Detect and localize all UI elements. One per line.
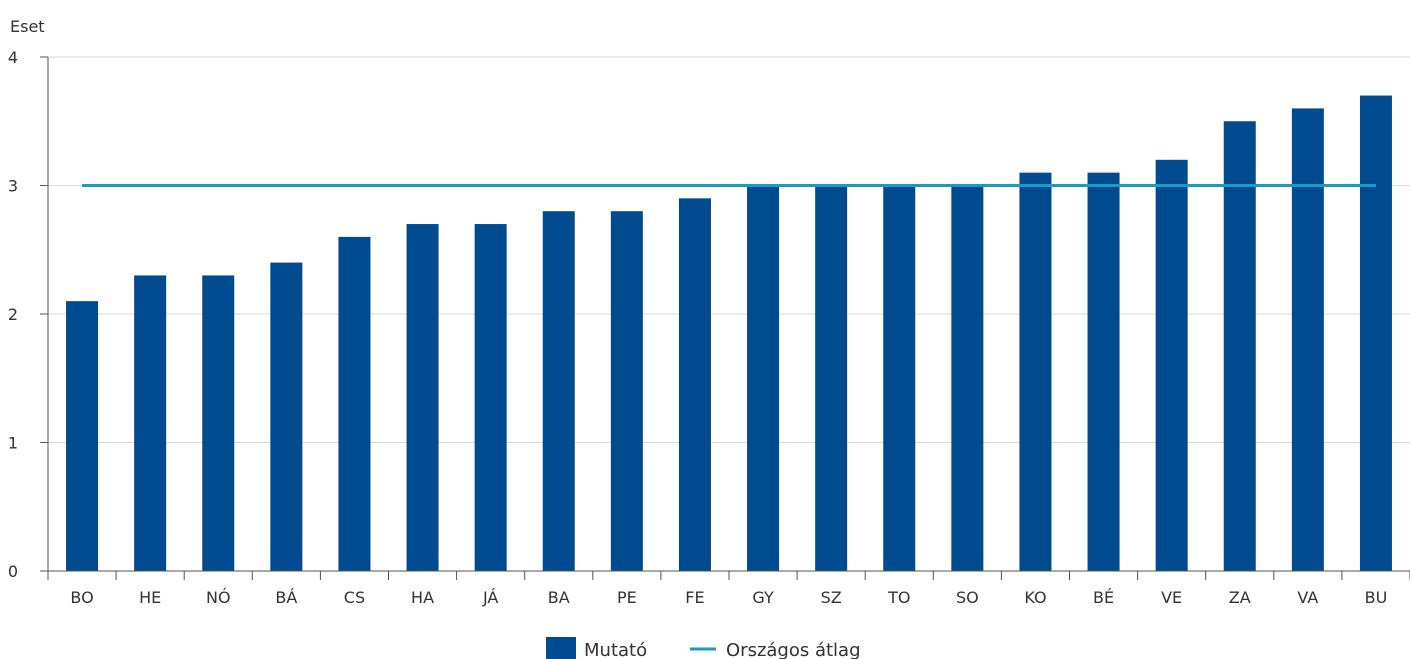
bar bbox=[542, 211, 575, 571]
x-tick-label: HE bbox=[139, 588, 161, 607]
y-tick-label: 4 bbox=[8, 48, 18, 67]
x-tick-label: CS bbox=[344, 588, 365, 607]
x-tick-label: PE bbox=[617, 588, 637, 607]
legend-swatch-mutato bbox=[546, 637, 576, 659]
bar bbox=[134, 275, 167, 571]
bar bbox=[66, 301, 99, 571]
x-tick-label: SZ bbox=[821, 588, 842, 607]
x-tick-label: GY bbox=[752, 588, 774, 607]
legend: Mutató Országos átlag bbox=[546, 637, 861, 659]
bar bbox=[202, 275, 235, 571]
x-tick-label: NÓ bbox=[206, 588, 231, 607]
x-tick-label: BA bbox=[548, 588, 570, 607]
bar bbox=[474, 224, 507, 572]
bar bbox=[1155, 159, 1188, 572]
axes bbox=[47, 57, 1410, 580]
legend-label-orszagos-atlag: Országos átlag bbox=[726, 640, 861, 659]
x-tick-label: KO bbox=[1024, 588, 1046, 607]
bar bbox=[270, 262, 303, 571]
bar bbox=[1019, 172, 1052, 571]
x-tick-label: BU bbox=[1365, 588, 1388, 607]
y-tick-label: 2 bbox=[8, 305, 18, 324]
x-tick-label: FE bbox=[685, 588, 704, 607]
x-tick-label: VA bbox=[1297, 588, 1318, 607]
bar bbox=[1087, 172, 1120, 571]
bar bbox=[406, 224, 439, 572]
legend-label-mutato: Mutató bbox=[584, 640, 647, 659]
x-tick-label: ZA bbox=[1229, 588, 1251, 607]
bar bbox=[338, 236, 371, 571]
y-tick-label: 3 bbox=[8, 177, 18, 196]
x-tick-label: TO bbox=[887, 588, 910, 607]
bar bbox=[951, 185, 984, 571]
x-tick-label: HA bbox=[411, 588, 434, 607]
gridlines bbox=[40, 56, 1410, 572]
x-tick-label: JÁ bbox=[482, 588, 498, 607]
bar bbox=[1359, 95, 1392, 572]
x-tick-label: VE bbox=[1161, 588, 1182, 607]
bars bbox=[66, 95, 1392, 572]
y-axis-label: Eset bbox=[10, 17, 45, 36]
bar bbox=[815, 185, 848, 571]
bar bbox=[1223, 121, 1256, 571]
bar bbox=[1291, 108, 1324, 572]
x-tick-label: SO bbox=[956, 588, 979, 607]
bar bbox=[610, 211, 643, 571]
x-tick-label: BÁ bbox=[275, 588, 297, 607]
x-tick-labels: BO HE NÓ BÁ CS HA JÁ BA PE FE GY SZ TO SO KO BÉ VE ZA VA BU bbox=[70, 588, 1387, 607]
bar bbox=[678, 198, 711, 571]
x-tick-label: BÉ bbox=[1093, 588, 1114, 607]
bar bbox=[747, 185, 780, 571]
x-tick-label: BO bbox=[70, 588, 93, 607]
bar bbox=[883, 185, 916, 571]
y-tick-label: 1 bbox=[8, 434, 18, 453]
y-tick-label: 0 bbox=[8, 562, 18, 581]
y-tick-labels: 0 1 2 3 4 bbox=[8, 48, 18, 581]
